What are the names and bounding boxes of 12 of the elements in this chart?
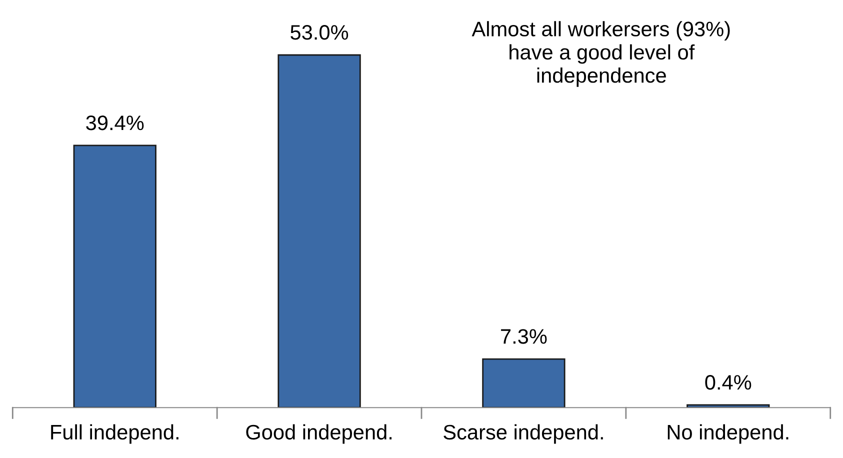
x-tick-label: No independ.: [668, 424, 788, 444]
bar: [73, 144, 156, 408]
bar: [278, 54, 361, 408]
data-label: 53.0%: [290, 25, 348, 40]
annotation: Almost all workersers (93%) have a good level of independence: [472, 21, 730, 87]
data-label: 39.4%: [86, 116, 144, 130]
data-label: 0.4%: [705, 374, 752, 390]
data-label: 7.3%: [501, 329, 547, 344]
bar: [482, 358, 566, 408]
x-tick-label: Good independ.: [246, 424, 392, 444]
x-tick-label: Full independ.: [51, 424, 178, 444]
x-tick-label: Scarse independ.: [444, 424, 603, 444]
